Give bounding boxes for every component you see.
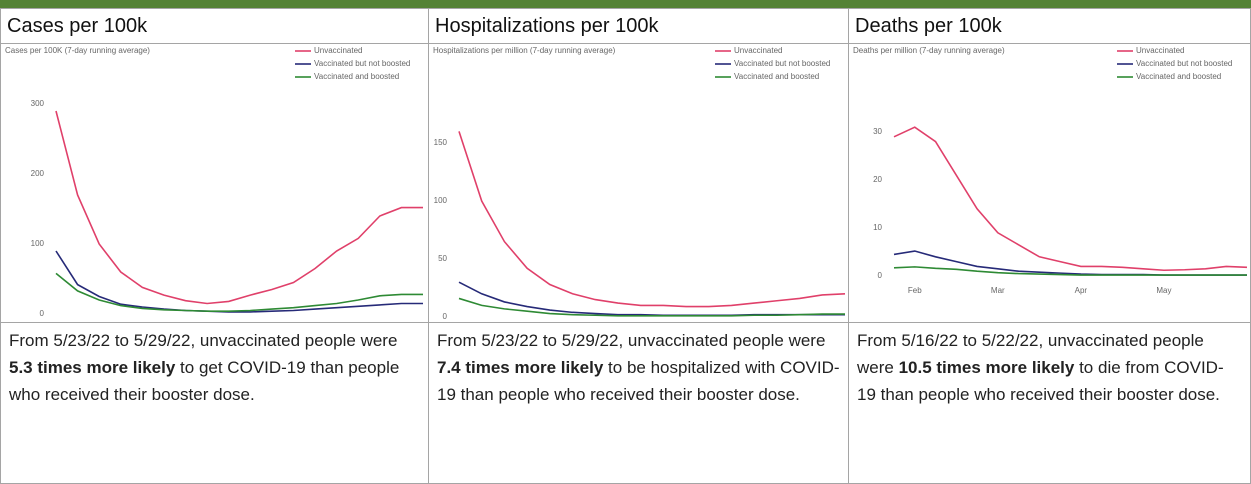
legend-label: Vaccinated and boosted (1136, 72, 1221, 81)
y-tick-label: 10 (873, 223, 882, 232)
series-line (458, 131, 846, 308)
chart-cell: Hospitalizations per million (7-day runn… (428, 43, 849, 323)
x-tick-label: Apr (1075, 286, 1088, 295)
y-tick-label: 0 (40, 309, 45, 318)
x-tick-label: Feb (908, 286, 922, 295)
legend-label: Vaccinated but not boosted (734, 59, 830, 68)
text: From 5/23/22 to 5/29/22, unvaccinated pe… (9, 331, 398, 350)
chart: Hospitalizations per million (7-day runn… (433, 46, 846, 321)
series-line (55, 250, 423, 313)
description: From 5/16/22 to 5/22/22, unvaccinated pe… (848, 322, 1251, 484)
column-heading: Cases per 100k (0, 8, 429, 44)
legend-label: Unvaccinated (314, 46, 362, 55)
text: From 5/23/22 to 5/29/22, unvaccinated pe… (437, 331, 826, 350)
text: From 5/16/22 to 5/22/22, unvaccinated pe… (857, 331, 1204, 377)
y-tick-label: 200 (31, 169, 45, 178)
legend-label: Vaccinated but not boosted (1136, 59, 1232, 68)
chart-cell: Deaths per million (7-day running averag… (848, 43, 1251, 323)
chart-cell: Cases per 100K (7-day running average) Un… (0, 43, 429, 323)
legend-label: Vaccinated and boosted (734, 72, 819, 81)
y-tick-label: 0 (878, 271, 883, 280)
description: From 5/23/22 to 5/29/22, unvaccinated pe… (0, 322, 429, 484)
y-tick-label: 150 (434, 138, 448, 147)
chart-title: Cases per 100K (7-day running average) (5, 46, 150, 55)
y-tick-label: 100 (434, 196, 448, 205)
text: to be hospitalized with COVID-19 than pe… (437, 358, 840, 404)
series-line (458, 297, 845, 317)
y-tick-label: 0 (443, 312, 448, 321)
emphasis: 7.4 times more likely (437, 358, 604, 377)
series-line (893, 250, 1247, 276)
series-line (893, 266, 1247, 276)
series-line (55, 272, 423, 313)
description: From 5/23/22 to 5/29/22, unvaccinated pe… (428, 322, 849, 484)
series-line (893, 126, 1248, 272)
chart: Deaths per million (7-day running averag… (853, 46, 1248, 295)
chart-title: Hospitalizations per million (7-day runn… (433, 46, 616, 55)
y-tick-label: 20 (873, 175, 882, 184)
header-bar (0, 0, 1251, 8)
emphasis: 10.5 times more likely (898, 358, 1075, 377)
column-heading: Deaths per 100k (848, 8, 1251, 44)
y-tick-label: 300 (31, 99, 45, 108)
text: to die from COVID-19 than people who rec… (857, 358, 1224, 404)
chart: Cases per 100K (7-day running average) Un… (5, 46, 423, 318)
legend-label: Vaccinated but not boosted (314, 59, 410, 68)
x-tick-label: Mar (991, 286, 1005, 295)
x-tick-label: May (1156, 286, 1171, 295)
column-heading: Hospitalizations per 100k (428, 8, 849, 44)
legend-label: Vaccinated and boosted (314, 72, 399, 81)
emphasis: 5.3 times more likely (9, 358, 176, 377)
text: to get COVID-19 than people who received… (9, 358, 400, 404)
y-tick-label: 30 (873, 127, 882, 136)
series-line (55, 110, 423, 305)
y-tick-label: 50 (438, 254, 447, 263)
chart-title: Deaths per million (7-day running averag… (853, 46, 1005, 55)
legend-label: Unvaccinated (1136, 46, 1184, 55)
legend-label: Unvaccinated (734, 46, 782, 55)
y-tick-label: 100 (31, 239, 45, 248)
